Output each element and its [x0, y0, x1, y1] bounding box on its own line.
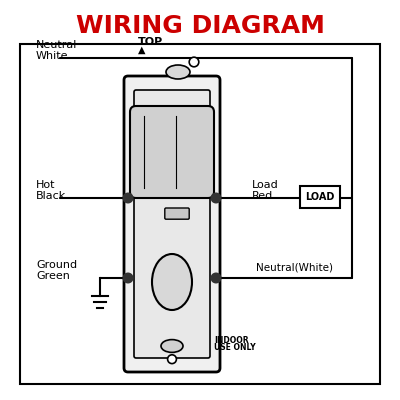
Circle shape [168, 355, 176, 364]
Text: Neutral(White): Neutral(White) [256, 263, 333, 273]
Text: White: White [36, 51, 68, 61]
Circle shape [123, 193, 133, 203]
Bar [300, 186, 340, 208]
Circle shape [211, 273, 221, 283]
FancyBboxPatch shape [124, 76, 220, 372]
Bar [20, 44, 380, 384]
Text: USE ONLY: USE ONLY [214, 344, 256, 352]
FancyBboxPatch shape [134, 90, 210, 358]
Circle shape [123, 273, 133, 283]
Text: WIRING DIAGRAM: WIRING DIAGRAM [76, 14, 324, 38]
Text: TOP: TOP [138, 37, 163, 47]
Text: Green: Green [36, 271, 70, 281]
Text: Ground: Ground [36, 260, 77, 270]
Ellipse shape [161, 340, 183, 352]
Text: Black: Black [36, 191, 66, 201]
Text: LOAD: LOAD [305, 192, 335, 202]
FancyBboxPatch shape [130, 106, 214, 198]
Text: ▲: ▲ [138, 45, 146, 55]
Text: Load: Load [252, 180, 279, 190]
Text: Neutral: Neutral [36, 40, 77, 50]
Text: INDOOR: INDOOR [214, 336, 249, 345]
Ellipse shape [152, 254, 192, 310]
Circle shape [211, 193, 221, 203]
Ellipse shape [166, 65, 190, 79]
FancyBboxPatch shape [165, 208, 189, 219]
Circle shape [189, 57, 199, 67]
Text: Red: Red [252, 191, 273, 201]
Text: Hot: Hot [36, 180, 56, 190]
